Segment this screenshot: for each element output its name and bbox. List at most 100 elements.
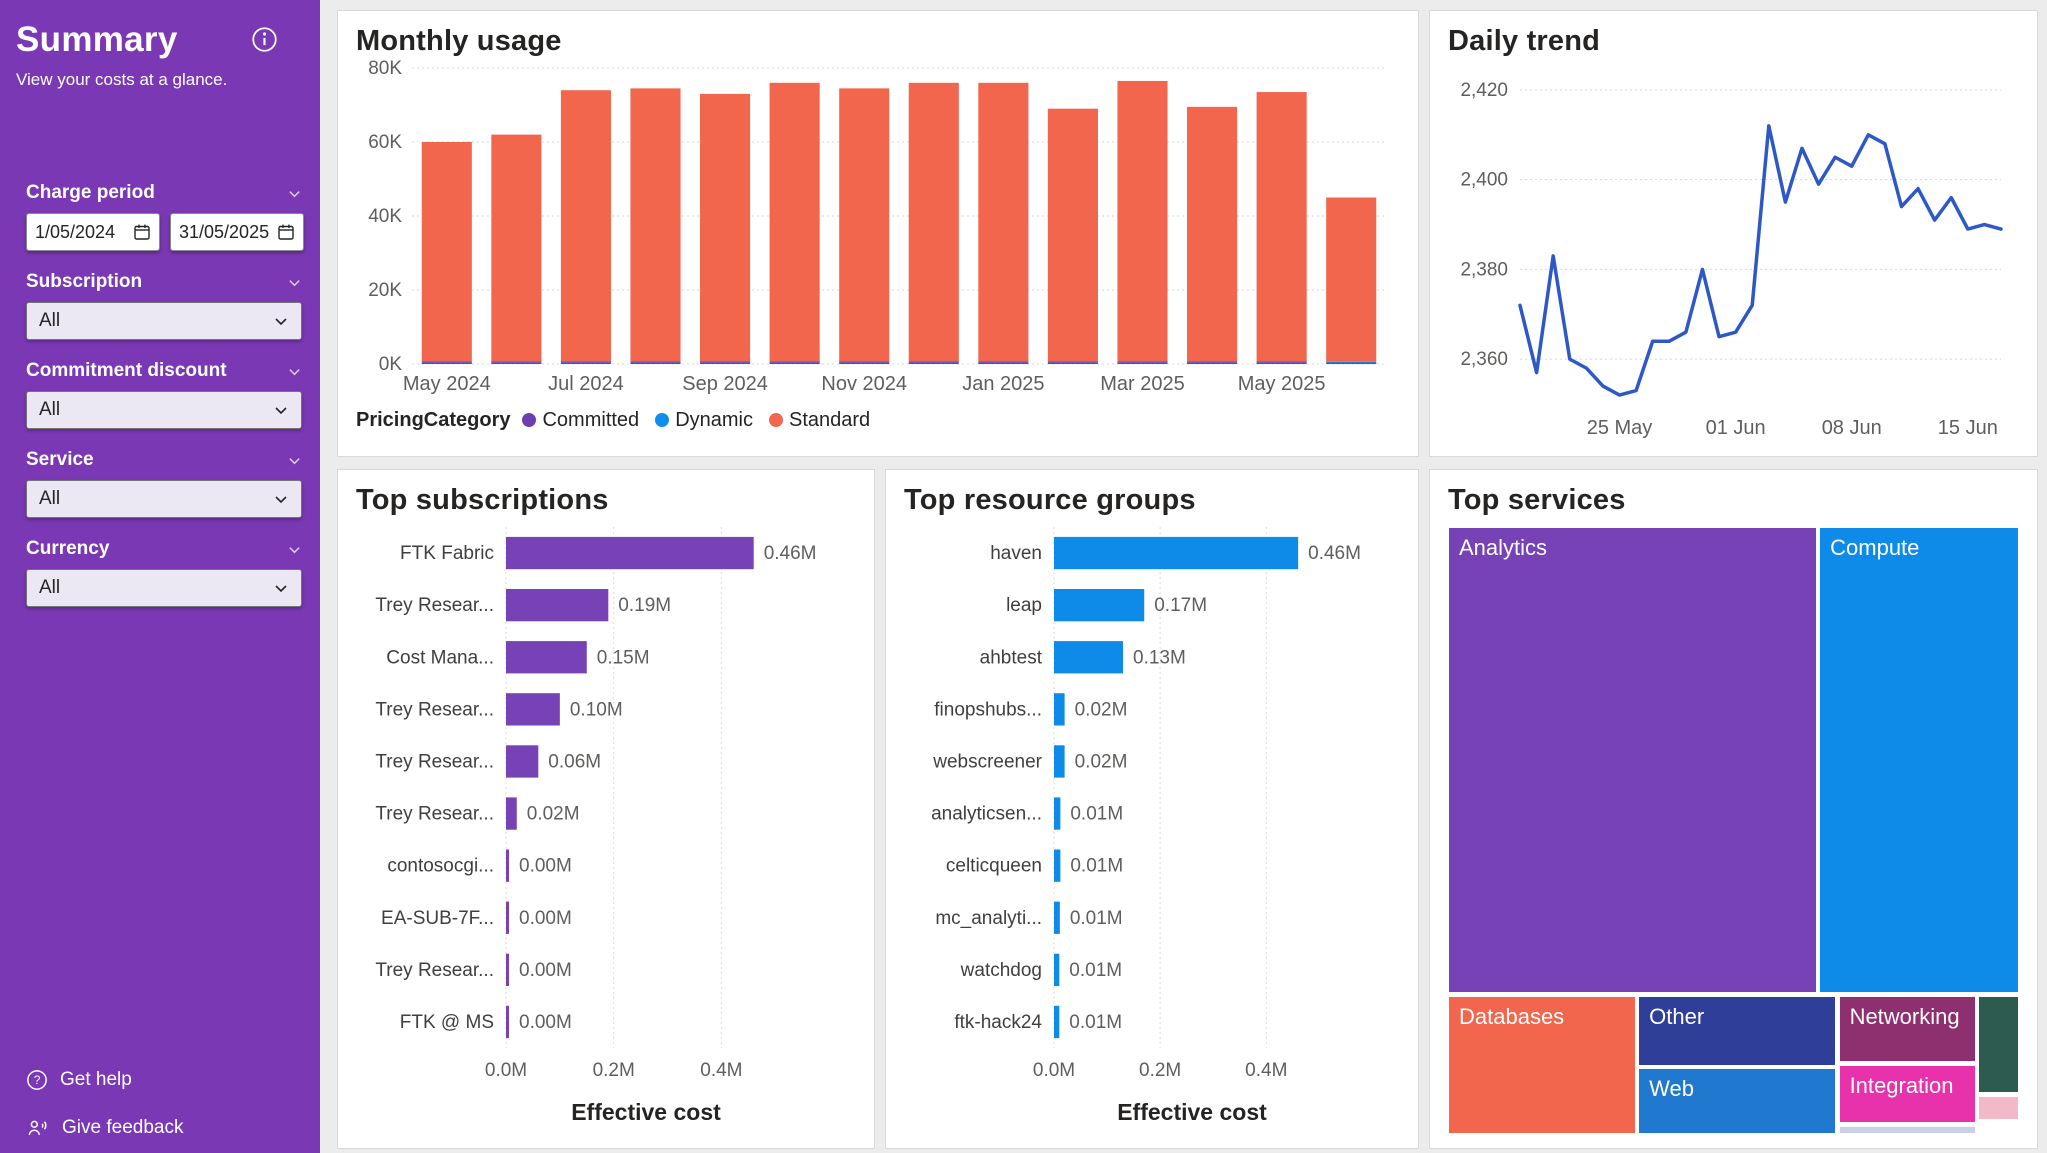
calendar-icon[interactable] <box>277 223 295 241</box>
chevron-down-icon[interactable] <box>287 453 302 468</box>
svg-text:0.10M: 0.10M <box>570 699 623 720</box>
treemap-tile[interactable] <box>1977 1095 2019 1121</box>
top-subscriptions-chart[interactable]: 0.0M 0.2M 0.4M FTK Fabric 0.46M Trey Resear..… <box>356 517 856 1134</box>
sidebar: Summary View your costs at a glance. Cha… <box>0 0 320 1153</box>
svg-text:0.02M: 0.02M <box>1075 751 1128 772</box>
service-dropdown[interactable]: All <box>26 480 302 518</box>
treemap-tile-integration[interactable]: Integration <box>1838 1064 1976 1124</box>
svg-text:watchdog: watchdog <box>960 960 1042 981</box>
chevron-down-icon[interactable] <box>287 186 302 201</box>
commitment-discount-dropdown[interactable]: All <box>26 391 302 429</box>
treemap-tile-compute[interactable]: Compute <box>1819 527 2019 994</box>
feedback-icon <box>26 1117 50 1139</box>
treemap-tile-networking[interactable]: Networking <box>1838 996 1976 1063</box>
svg-text:0.01M: 0.01M <box>1070 804 1123 825</box>
svg-text:25 May: 25 May <box>1587 417 1653 439</box>
chevron-down-icon <box>273 402 289 418</box>
legend-dot-icon <box>522 413 537 427</box>
legend-item-dynamic[interactable]: Dynamic <box>655 409 753 432</box>
filter-label-subscription: Subscription <box>26 271 143 292</box>
svg-text:0.15M: 0.15M <box>597 647 650 668</box>
give-feedback-link[interactable]: Give feedback <box>26 1117 183 1139</box>
svg-text:0.01M: 0.01M <box>1070 908 1123 929</box>
svg-text:Nov 2024: Nov 2024 <box>821 373 907 395</box>
top-services-title: Top services <box>1448 484 1626 516</box>
currency-dropdown[interactable]: All <box>26 569 302 607</box>
svg-text:Trey Resear...: Trey Resear... <box>375 960 494 981</box>
sidebar-header: Summary <box>16 20 304 60</box>
legend-dot-icon <box>768 413 783 427</box>
info-icon[interactable] <box>251 26 278 58</box>
calendar-icon[interactable] <box>133 223 151 241</box>
svg-text:0.00M: 0.00M <box>519 856 572 877</box>
legend-item-standard[interactable]: Standard <box>768 409 870 432</box>
svg-text:0.4M: 0.4M <box>700 1060 742 1081</box>
top-services-treemap[interactable]: Analytics Compute Databases Other Web Network… <box>1448 527 2019 1134</box>
top-resource-groups-title: Top resource groups <box>904 484 1196 516</box>
svg-text:40K: 40K <box>368 206 402 227</box>
svg-text:2,360: 2,360 <box>1460 349 1508 370</box>
svg-text:0.01M: 0.01M <box>1069 960 1122 981</box>
svg-text:0.13M: 0.13M <box>1133 647 1186 668</box>
svg-text:0.46M: 0.46M <box>1308 543 1361 564</box>
svg-text:EA-SUB-7F...: EA-SUB-7F... <box>381 908 494 929</box>
svg-text:0.2M: 0.2M <box>1139 1060 1181 1081</box>
svg-text:webscreener: webscreener <box>932 751 1042 772</box>
treemap-tile-databases[interactable]: Databases <box>1448 996 1636 1134</box>
treemap-tile-other[interactable]: Other <box>1638 996 1837 1066</box>
treemap-tile-web[interactable]: Web <box>1638 1068 1837 1134</box>
treemap-tile[interactable] <box>1977 996 2019 1094</box>
svg-text:Trey Resear...: Trey Resear... <box>375 804 494 825</box>
svg-text:ahbtest: ahbtest <box>980 647 1043 668</box>
date-to-value: 31/05/2025 <box>179 221 270 242</box>
daily-trend-chart[interactable]: 2,360 2,380 2,400 2,420 25 May 01 Jun 08 Jun 15… <box>1448 58 2019 442</box>
filter-subscription: Subscription All <box>26 271 304 340</box>
date-from-input[interactable]: 1/05/2024 <box>26 213 160 251</box>
subscription-dropdown[interactable]: All <box>26 302 302 340</box>
svg-text:Trey Resear...: Trey Resear... <box>375 595 494 616</box>
date-to-input[interactable]: 31/05/2025 <box>170 213 304 251</box>
svg-text:0.2M: 0.2M <box>593 1060 635 1081</box>
svg-text:mc_analyti...: mc_analyti... <box>935 908 1042 929</box>
svg-text:FTK Fabric: FTK Fabric <box>400 543 494 564</box>
chevron-down-icon[interactable] <box>287 542 302 557</box>
filter-label-commitment-discount: Commitment discount <box>26 360 227 381</box>
treemap-tile[interactable] <box>1838 1125 1976 1134</box>
pricing-category-legend: PricingCategory Committed Dynamic Standard <box>356 398 1400 442</box>
filter-currency: Currency All <box>26 538 304 607</box>
panel-top-subscriptions: Top subscriptions 0.0M 0.2M 0.4M FTK Fabric… <box>337 469 875 1149</box>
svg-text:0.00M: 0.00M <box>519 1012 572 1033</box>
svg-text:2,380: 2,380 <box>1460 259 1508 280</box>
chevron-down-icon[interactable] <box>287 364 302 379</box>
filter-label-currency: Currency <box>26 538 110 559</box>
svg-text:FTK @ MS: FTK @ MS <box>400 1012 494 1033</box>
page-title: Summary <box>16 20 178 59</box>
panel-top-resource-groups: Top resource groups 0.0M 0.2M 0.4M haven 0.4… <box>885 469 1419 1149</box>
chevron-down-icon[interactable] <box>287 275 302 290</box>
svg-text:Effective cost: Effective cost <box>1117 1099 1267 1125</box>
get-help-link[interactable]: ? Get help <box>26 1069 183 1091</box>
daily-trend-title: Daily trend <box>1448 25 1601 57</box>
panel-daily-trend: Daily trend 2,360 2,380 2,400 2,420 25 May 01… <box>1429 10 2038 457</box>
svg-text:May 2024: May 2024 <box>403 373 491 395</box>
svg-text:15 Jun: 15 Jun <box>1938 417 1998 439</box>
chevron-down-icon <box>273 313 289 329</box>
svg-text:0.0M: 0.0M <box>485 1060 527 1081</box>
svg-text:0.06M: 0.06M <box>548 751 601 772</box>
dashboard: Monthly usage 0K 20K 40K 60K 80K May 2024 Jul … <box>320 0 2047 1153</box>
svg-text:0.01M: 0.01M <box>1069 1012 1122 1033</box>
filter-label-charge-period: Charge period <box>26 182 155 203</box>
filter-service: Service All <box>26 449 304 518</box>
currency-dropdown-value: All <box>39 577 61 598</box>
legend-item-committed[interactable]: Committed <box>522 409 639 432</box>
treemap-tile-analytics[interactable]: Analytics <box>1448 527 1817 994</box>
svg-text:contosocgi...: contosocgi... <box>387 856 494 877</box>
top-resource-groups-chart[interactable]: 0.0M 0.2M 0.4M haven 0.46M leap 0.17M ahbtest 0.… <box>904 517 1400 1134</box>
commitment-discount-dropdown-value: All <box>39 399 61 420</box>
monthly-usage-chart[interactable]: 0K 20K 40K 60K 80K May 2024 Jul 2024 Sep 2024 No… <box>356 58 1400 398</box>
svg-text:0.02M: 0.02M <box>1075 699 1128 720</box>
help-icon: ? <box>26 1069 48 1091</box>
date-from-value: 1/05/2024 <box>35 221 116 242</box>
svg-text:0.01M: 0.01M <box>1070 856 1123 877</box>
